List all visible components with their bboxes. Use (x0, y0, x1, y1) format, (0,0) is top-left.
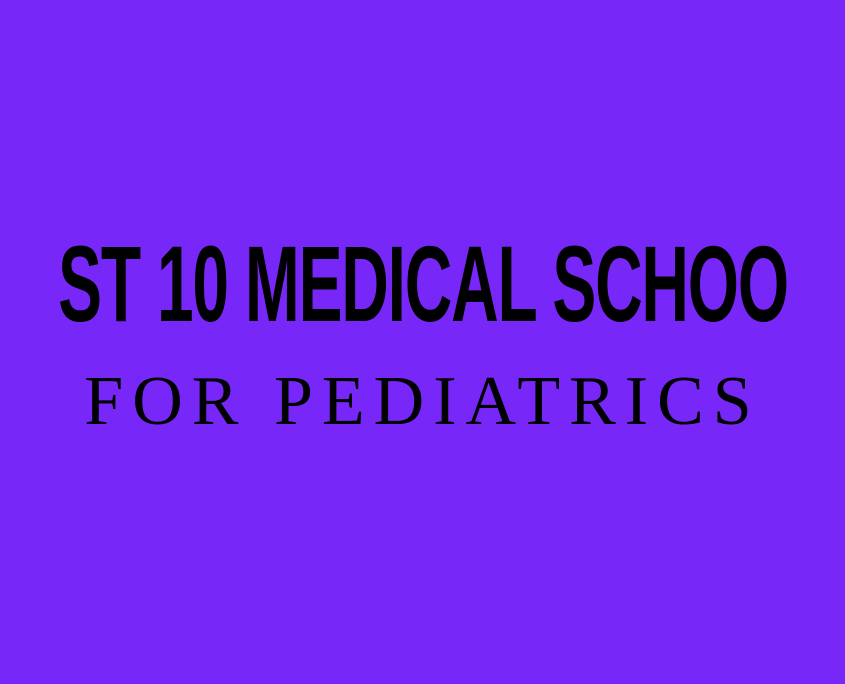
headline: ST 10 MEDICAL SCHOO (57, 223, 789, 344)
subheadline: FOR PEDIATRICS (84, 363, 761, 440)
